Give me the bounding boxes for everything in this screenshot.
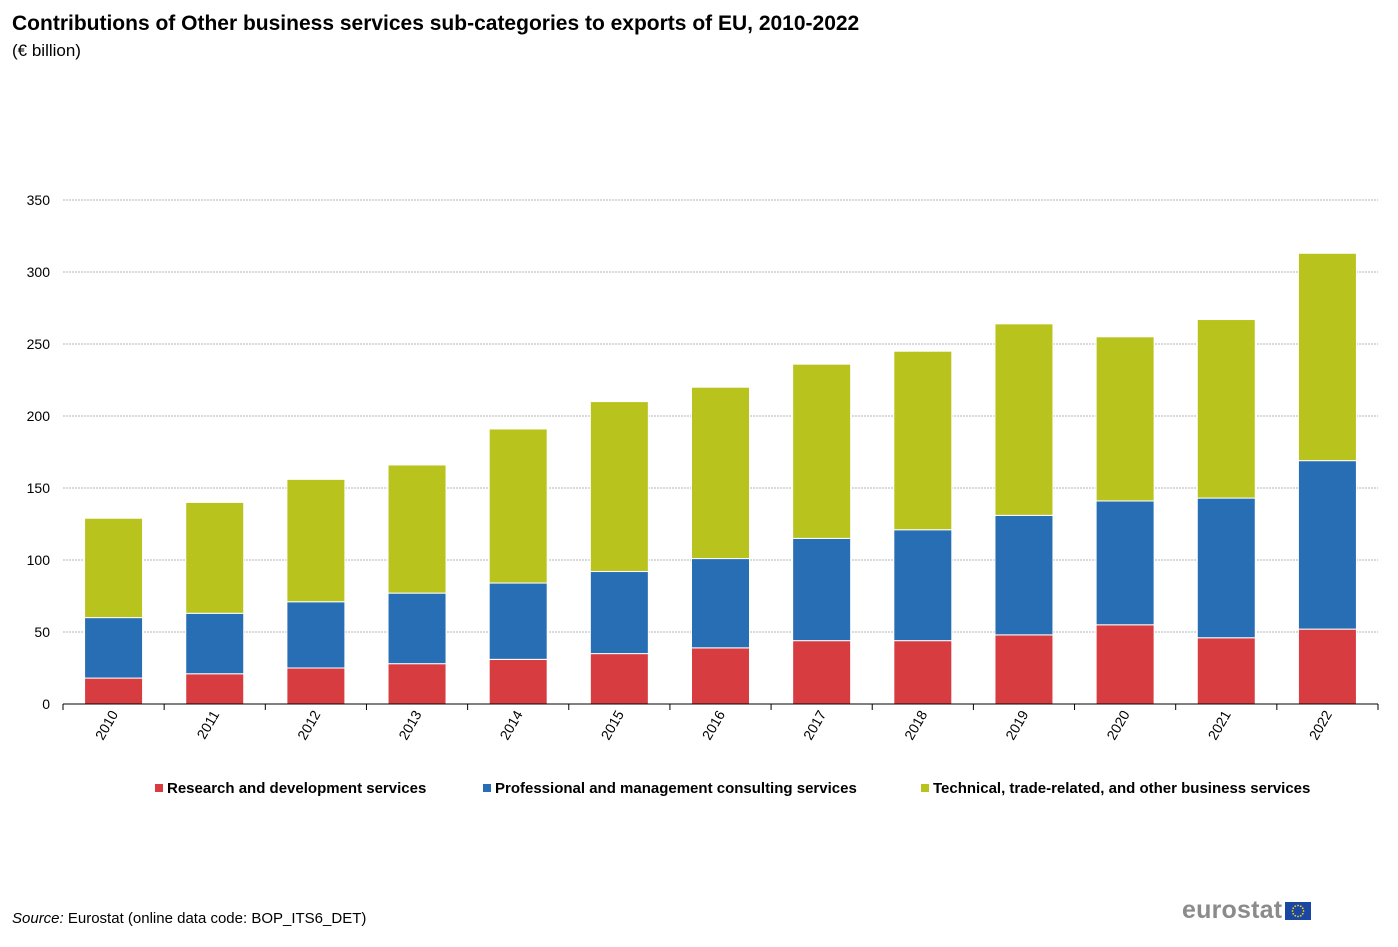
bar-segment [589, 653, 649, 705]
legend-label: Professional and management consulting s… [495, 780, 857, 797]
bar-segment [1095, 624, 1155, 705]
bar-segment [893, 640, 953, 705]
bar-segment [286, 667, 346, 705]
y-tick-label: 250 [27, 336, 51, 352]
flag-star [1300, 904, 1302, 907]
bar-segment [1196, 637, 1256, 705]
bar-segment [792, 537, 852, 642]
bar-segment [1196, 497, 1256, 639]
x-tick-label: 2014 [496, 707, 526, 742]
source-note: Source: Eurostat (online data code: BOP_… [12, 910, 366, 927]
legend-label: Research and development services [167, 780, 426, 797]
x-tick-label: 2015 [598, 707, 628, 742]
legend-label: Technical, trade-related, and other busi… [933, 780, 1310, 797]
legend-swatch [921, 784, 929, 792]
bar-segment [286, 478, 346, 603]
bar-segment [1196, 319, 1256, 499]
flag-star [1297, 904, 1300, 906]
source-label: Source: [12, 910, 64, 927]
flag-star [1302, 912, 1304, 915]
bar-segment [84, 617, 144, 679]
flag-star [1302, 909, 1305, 912]
bar-segment [488, 428, 548, 584]
legend-swatch [155, 784, 163, 792]
bar-segment [286, 601, 346, 669]
y-tick-label: 0 [42, 696, 50, 712]
x-tick-label: 2018 [901, 707, 931, 742]
bar-segment [589, 571, 649, 655]
bar-segment [185, 612, 245, 675]
bar-segment [84, 517, 144, 619]
x-tick-label: 2020 [1103, 707, 1133, 742]
x-tick-label: 2022 [1306, 707, 1336, 742]
legend-swatch [483, 784, 491, 792]
y-tick-label: 100 [27, 552, 51, 568]
bar-segment [893, 350, 953, 531]
y-tick-label: 150 [27, 480, 51, 496]
bar-segment [691, 558, 750, 649]
eu-flag-icon [1285, 901, 1312, 920]
bar-segment [488, 658, 548, 705]
x-tick-label: 2010 [92, 707, 122, 742]
bar-segment [994, 514, 1054, 636]
source-text: Eurostat (online data code: BOP_ITS6_DET… [63, 910, 367, 927]
bar-segment [488, 582, 548, 660]
flag-star [1294, 904, 1297, 907]
gridlines [63, 199, 1378, 633]
flag-star [1294, 914, 1297, 917]
chart-title: Contributions of Other business services… [12, 12, 860, 35]
y-tick-label: 300 [27, 264, 51, 280]
y-axis-ticks: 0 50 100 150 200 250 300 350 [27, 192, 51, 712]
flag-star [1292, 912, 1295, 915]
x-tick-label: 2012 [294, 707, 324, 742]
x-tick-label: 2019 [1002, 707, 1032, 742]
bar-segment [994, 323, 1054, 516]
bar-segment [84, 677, 144, 705]
flag-star [1291, 909, 1294, 912]
bar-segment [589, 401, 649, 573]
x-tick-label: 2013 [395, 707, 425, 742]
x-tick-label: 2016 [699, 707, 729, 742]
chart-subtitle: (€ billion) [12, 41, 81, 60]
bar-segment [387, 592, 447, 665]
x-tick-label: 2017 [800, 707, 830, 742]
bar-segment [893, 529, 953, 642]
flag-star [1297, 915, 1300, 917]
bar-segment [185, 673, 245, 705]
bar-segment [792, 363, 852, 539]
y-tick-label: 50 [34, 624, 50, 640]
bar-segment [1297, 628, 1357, 705]
bar-segment [792, 640, 852, 705]
bar-segment [994, 634, 1054, 705]
y-tick-label: 200 [27, 408, 51, 424]
bar-segment [1095, 336, 1155, 502]
bar-segment [185, 501, 245, 614]
flag-star [1292, 906, 1295, 909]
flag-star [1302, 906, 1304, 909]
x-axis: 2010 2011 2012 2013 2014 2015 2016 2017 2018 2019… [62, 703, 1379, 742]
bar-segment [387, 464, 447, 594]
y-tick-label: 350 [27, 192, 51, 208]
logo-text: eurostat [1182, 896, 1283, 924]
bar-segment [1297, 252, 1357, 462]
legend: Research and development services Profess… [155, 780, 1310, 797]
x-tick-label: 2011 [193, 707, 222, 741]
bars [84, 252, 1357, 705]
eurostat-logo: eurostat [1182, 896, 1312, 925]
bar-segment [691, 386, 750, 560]
x-tick-label: 2021 [1204, 707, 1234, 742]
bar-segment [1095, 500, 1155, 626]
bar-segment [691, 647, 750, 705]
flag-star [1300, 914, 1302, 917]
bar-segment [387, 663, 447, 705]
bar-segment [1297, 460, 1357, 630]
